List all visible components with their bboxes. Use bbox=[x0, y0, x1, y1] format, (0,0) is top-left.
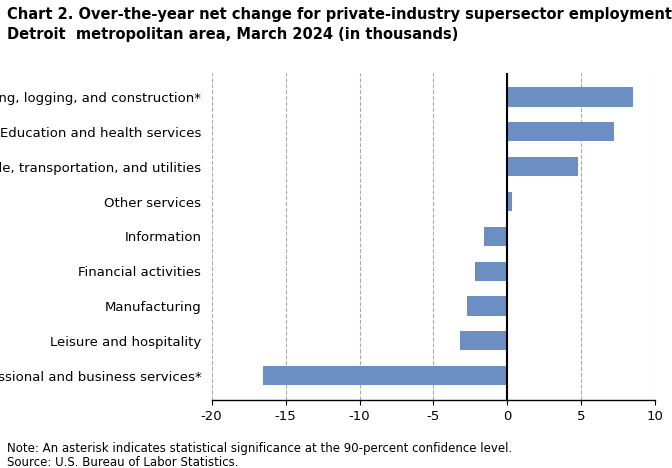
Bar bbox=[507, 88, 633, 107]
Bar bbox=[507, 192, 512, 211]
Bar bbox=[507, 122, 614, 141]
Bar bbox=[475, 262, 507, 281]
Bar bbox=[507, 157, 579, 176]
Bar bbox=[468, 296, 507, 315]
Text: Chart 2. Over-the-year net change for private-industry supersector employment in: Chart 2. Over-the-year net change for pr… bbox=[7, 7, 672, 42]
Bar bbox=[484, 227, 507, 246]
Bar bbox=[460, 331, 507, 351]
Text: Note: An asterisk indicates statistical significance at the 90-percent confidenc: Note: An asterisk indicates statistical … bbox=[7, 442, 512, 455]
Text: Source: U.S. Bureau of Labor Statistics.: Source: U.S. Bureau of Labor Statistics. bbox=[7, 456, 238, 468]
Bar bbox=[263, 366, 507, 385]
